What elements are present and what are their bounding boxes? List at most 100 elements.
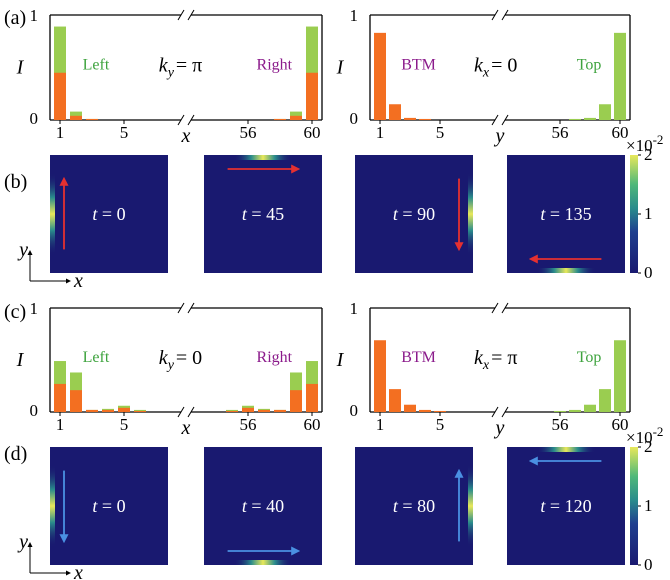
heatmap-panel: t = 80 <box>355 447 473 565</box>
x-tick-label: 1 <box>376 415 385 434</box>
axis-indicator: yx <box>17 239 83 292</box>
x-tick-label: 60 <box>612 415 629 434</box>
time-label: t = 90 <box>393 204 435 224</box>
bar-orange <box>258 409 270 412</box>
edge-state-glow <box>50 464 55 548</box>
edge-label-left: Left <box>83 57 110 74</box>
axis-break-mark <box>501 114 509 126</box>
momentum-label: ky = π <box>159 55 203 81</box>
heatmap-panel: t = 45 <box>204 155 322 273</box>
axis-break-mark <box>491 406 499 418</box>
heatmap-panel: t = 120 <box>507 447 625 565</box>
edge-state-glow <box>468 172 473 256</box>
edge-state-glow <box>468 464 473 548</box>
bar-green <box>614 32 626 120</box>
bar-orange <box>290 115 302 120</box>
y-tick-label: 0 <box>30 401 39 420</box>
y-tick-label: 0 <box>350 401 359 420</box>
x-axis-label: x <box>181 417 191 439</box>
x-tick-label: 60 <box>304 123 321 142</box>
axis-indicator-x-label: x <box>73 270 83 292</box>
bar-orange <box>134 410 146 412</box>
x-tick-label: 60 <box>304 415 321 434</box>
y-tick-label: 0 <box>30 109 39 128</box>
heatmap-background <box>204 447 322 565</box>
axis-break-mark <box>187 302 195 314</box>
time-label: t = 0 <box>92 496 125 516</box>
bar-green <box>584 117 596 120</box>
bar-green <box>554 410 566 412</box>
time-label: t = 40 <box>242 496 284 516</box>
x-tick-label: 1 <box>376 123 385 142</box>
momentum-label: kx = 0 <box>474 55 517 81</box>
y-axis-label: I <box>336 57 345 79</box>
y-axis-label: I <box>16 57 25 79</box>
colorbar-tick-label: 0 <box>644 263 653 282</box>
bar-green <box>584 404 596 412</box>
edge-state-glow <box>233 560 293 565</box>
bar-orange <box>274 409 286 412</box>
bar-orange <box>306 72 318 120</box>
bar-orange <box>70 115 82 120</box>
bar-green <box>599 389 611 412</box>
colorbar-scale: ×10-2 <box>626 424 663 447</box>
time-label: t = 45 <box>242 204 284 224</box>
bar-orange <box>242 407 254 412</box>
x-tick-label: 56 <box>240 415 257 434</box>
colorbar: 0 1 2×10-2 <box>626 132 663 282</box>
panel-label-a: (a) <box>4 7 26 29</box>
edge-state-glow <box>233 155 293 160</box>
time-label: t = 0 <box>92 204 125 224</box>
bar-orange <box>374 32 386 120</box>
panel-label-b: (b) <box>4 171 27 193</box>
axis-indicator: yx <box>17 531 83 580</box>
axis-break-mark <box>501 9 509 21</box>
x-axis-label: x <box>181 125 191 147</box>
x-tick-label: 56 <box>240 123 257 142</box>
axis-indicator-x-label: x <box>73 562 83 580</box>
panel-label-d: (d) <box>4 443 27 465</box>
time-label: t = 135 <box>540 204 591 224</box>
y-tick-label: 0 <box>350 109 359 128</box>
bar-orange <box>389 389 401 412</box>
x-tick-label: 1 <box>56 123 65 142</box>
edge-state-glow <box>536 447 596 452</box>
heatmap-background <box>50 447 168 565</box>
x-tick-label: 5 <box>120 415 129 434</box>
heatmap-background <box>204 155 322 273</box>
bar-orange <box>419 409 431 412</box>
y-axis-label: I <box>16 349 25 371</box>
x-tick-label: 56 <box>552 415 569 434</box>
edge-label-left: Left <box>83 349 110 366</box>
y-tick-label: 1 <box>30 299 39 318</box>
axis-break-mark <box>177 114 185 126</box>
bar-orange <box>389 104 401 120</box>
bar-green <box>614 340 626 412</box>
axis-indicator-y-label: y <box>17 531 28 553</box>
bar-orange <box>274 118 286 120</box>
bar-orange <box>404 404 416 412</box>
bar-green <box>569 409 581 412</box>
bar-orange <box>306 383 318 412</box>
axis-break-mark <box>501 406 509 418</box>
y-axis-label: I <box>336 349 345 371</box>
heatmap-background <box>355 155 473 273</box>
bar-green <box>569 118 581 120</box>
colorbar-tick-label: 0 <box>644 555 653 574</box>
y-tick-label: 1 <box>350 6 359 25</box>
heatmap-background <box>355 447 473 565</box>
axis-break-mark <box>491 114 499 126</box>
heatmap-panel: t = 90 <box>355 155 473 273</box>
heatmap-panel: t = 0 <box>50 155 168 273</box>
y-tick-label: 1 <box>350 299 359 318</box>
x-axis-label: y <box>494 125 505 147</box>
heatmap-row-b-heatmaps: t = 0 t = 45 t = 90 t = 135 012×10-2 yx <box>17 132 663 292</box>
